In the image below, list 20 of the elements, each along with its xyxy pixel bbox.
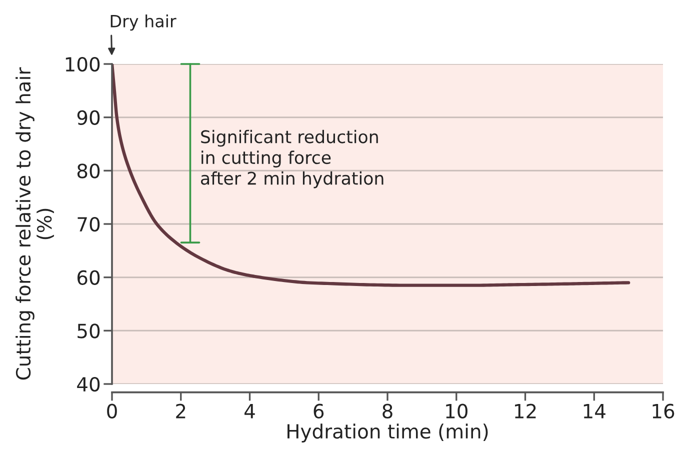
y-tick-label: 90 (77, 110, 100, 125)
annotation: Dry hair (110, 14, 176, 31)
y-tick-label: 50 (78, 324, 100, 338)
y-tick-label: 80 (77, 164, 100, 178)
y-tick-label: 100 (66, 56, 100, 72)
x-tick-label: 14 (584, 404, 606, 418)
y-tick-label: 70 (78, 216, 100, 232)
x-tick-label: 0 (107, 404, 117, 418)
y-tick-label: 40 (77, 376, 100, 392)
x-tick-label: 2 (176, 404, 186, 418)
x-tick-label: 6 (314, 404, 324, 418)
x-tick-label: 10 (446, 404, 468, 418)
x-tick-label: 16 (652, 404, 674, 418)
annotation: Significant reduction in cutting force after 2 min hydration (201, 130, 384, 188)
x-tick-label: 4 (244, 404, 255, 418)
y-tick-label: 60 (78, 270, 100, 285)
x-tick-label: 8 (382, 404, 392, 418)
y-axis-title: Cutting force relative to dry hair (%) (16, 67, 54, 380)
x-tick-label: 12 (515, 404, 536, 418)
x-axis-title: Hydration time (min) (288, 424, 488, 442)
